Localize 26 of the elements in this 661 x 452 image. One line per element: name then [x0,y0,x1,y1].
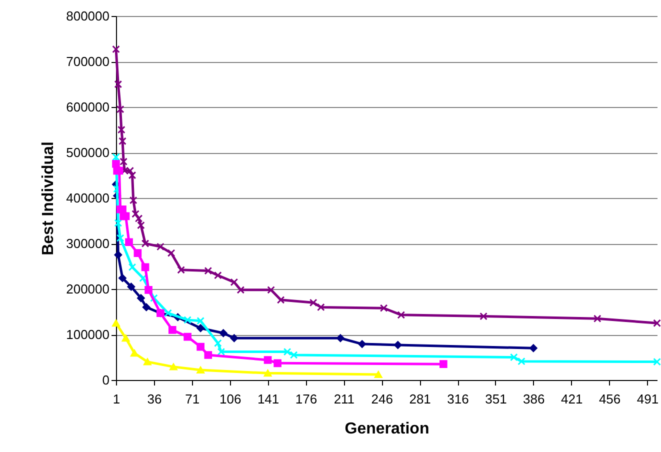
y-tick-label: 800000 [66,8,110,24]
y-tick-label: 0 [102,372,110,388]
x-tick-label: 1 [112,392,120,406]
y-axis-title: Best Individual [40,142,58,256]
x-tick-label: 71 [185,392,200,406]
y-tick-label: 700000 [66,54,110,69]
x-tick-label: 211 [334,392,355,406]
x-tick-label: 421 [561,392,583,406]
x-axis-title: Generation [344,420,430,438]
x-tick-label: 246 [371,392,393,406]
x-tick-label: 106 [219,392,242,406]
y-tick-label: 200000 [66,282,110,296]
x-tick-label: 491 [636,392,659,406]
x-tick-label: 351 [485,392,507,406]
x-tick-label: 281 [409,392,431,406]
y-tick-label: 100000 [66,327,110,342]
y-tick-label: 300000 [66,236,110,251]
y-tick-label: 600000 [66,100,110,114]
y-tick-label: 400000 [66,190,110,206]
x-tick-label: 176 [295,392,318,406]
x-tick-label: 456 [598,392,621,406]
y-tick-label: 500000 [66,145,110,160]
x-tick-label: 386 [523,392,545,406]
x-tick-label: 316 [447,392,469,406]
x-tick-label: 36 [147,392,162,406]
x-tick-label: 141 [257,392,280,406]
